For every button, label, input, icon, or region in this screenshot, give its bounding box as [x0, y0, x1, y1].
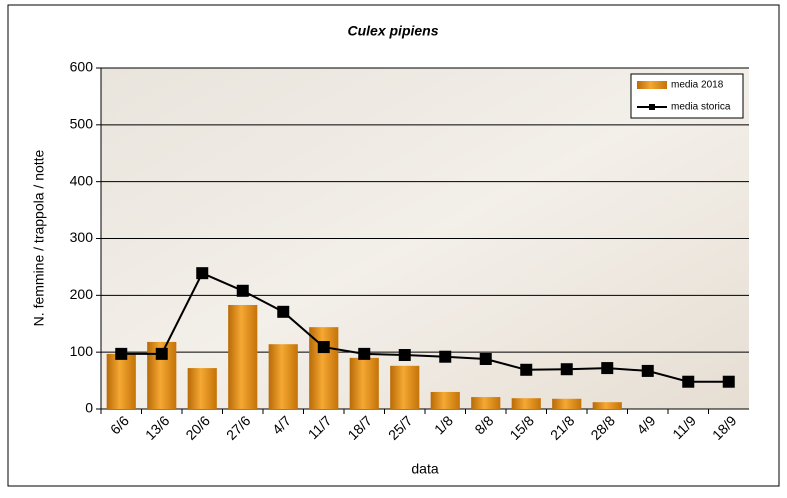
marker	[439, 351, 451, 363]
chart-title: Culex pipiens	[347, 23, 438, 39]
bar	[269, 344, 298, 409]
bar	[188, 368, 217, 409]
marker	[399, 349, 411, 361]
y-tick-label: 500	[70, 116, 94, 132]
y-tick-label: 300	[70, 229, 94, 245]
marker	[601, 362, 613, 374]
marker	[480, 353, 492, 365]
legend-label: media storica	[671, 102, 731, 113]
marker	[682, 376, 694, 388]
y-axis-label: N. femmine / trappola / notte	[31, 149, 47, 326]
bar	[350, 358, 379, 409]
marker	[318, 341, 330, 353]
marker	[237, 285, 249, 297]
x-axis-label: data	[411, 461, 438, 477]
marker	[561, 363, 573, 375]
chart: Culex pipiens data N. femmine / trappola…	[0, 0, 787, 493]
y-tick-label: 0	[85, 400, 93, 416]
marker	[358, 348, 370, 360]
marker	[115, 348, 127, 360]
bar	[512, 398, 541, 409]
y-tick-label: 400	[70, 172, 94, 188]
bar	[228, 305, 257, 409]
bar	[593, 402, 622, 409]
bar	[107, 354, 136, 409]
bar	[471, 397, 500, 409]
legend-label: media 2018	[671, 80, 724, 91]
marker	[520, 364, 532, 376]
bar	[552, 399, 581, 409]
bar	[431, 392, 460, 409]
y-tick-label: 600	[70, 59, 94, 75]
marker	[277, 306, 289, 318]
marker	[642, 365, 654, 377]
y-tick-label: 100	[70, 343, 94, 359]
marker	[723, 376, 735, 388]
legend-swatch	[649, 104, 655, 110]
legend-swatch	[637, 81, 667, 89]
marker	[196, 267, 208, 279]
marker	[156, 348, 168, 360]
bar	[390, 366, 419, 409]
y-tick-label: 200	[70, 286, 94, 302]
